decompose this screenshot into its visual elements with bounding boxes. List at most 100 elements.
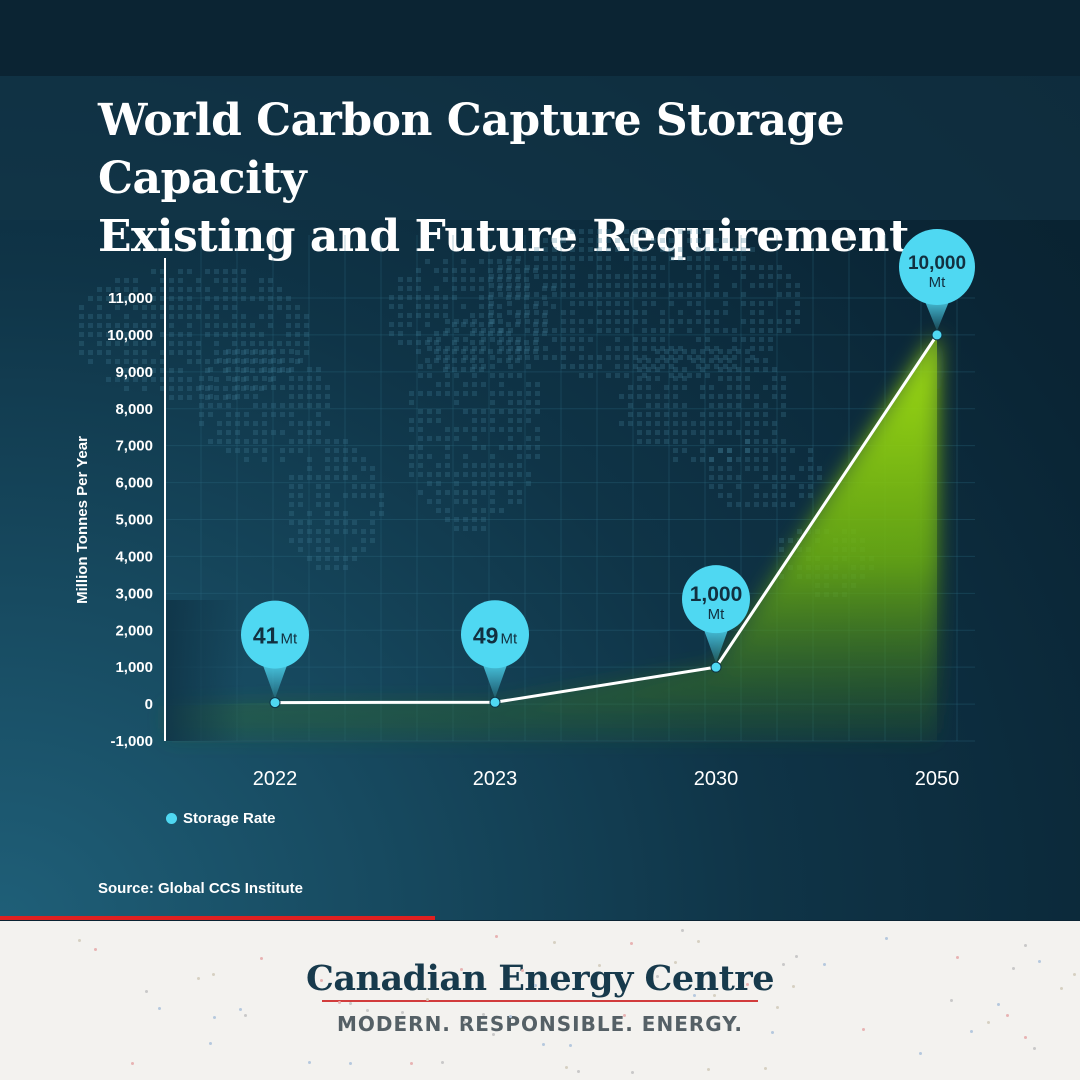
map-dot	[463, 517, 468, 522]
map-dot	[461, 286, 466, 291]
map-dot	[763, 385, 768, 390]
map-dot	[633, 256, 638, 261]
map-dot	[517, 454, 522, 459]
map-dot	[772, 493, 777, 498]
paper-speck	[656, 975, 659, 978]
map-dot	[160, 386, 165, 391]
map-dot	[786, 328, 791, 333]
map-dot	[452, 340, 457, 345]
map-dot	[526, 382, 531, 387]
map-dot	[499, 481, 504, 486]
map-dot	[651, 328, 656, 333]
map-dot	[115, 323, 120, 328]
map-dot	[489, 310, 494, 315]
map-dot	[169, 377, 174, 382]
map-dot	[461, 367, 466, 372]
map-dot	[262, 430, 267, 435]
map-dot	[754, 358, 759, 363]
map-dot	[409, 427, 414, 432]
map-dot	[781, 493, 786, 498]
map-dot	[570, 247, 575, 252]
map-dot	[515, 313, 520, 318]
map-dot	[115, 278, 120, 283]
map-dot	[295, 332, 300, 337]
map-dot	[160, 314, 165, 319]
map-dot	[259, 386, 264, 391]
map-dot	[588, 337, 593, 342]
map-dot	[409, 418, 414, 423]
map-dot	[561, 337, 566, 342]
map-dot	[515, 349, 520, 354]
map-dot	[642, 247, 647, 252]
map-dot	[205, 386, 210, 391]
map-dot	[370, 538, 375, 543]
map-dot	[736, 475, 741, 480]
map-dot	[472, 472, 477, 477]
chart-legend: Storage Rate	[166, 810, 276, 827]
map-dot	[579, 355, 584, 360]
map-dot	[561, 274, 566, 279]
map-dot	[461, 349, 466, 354]
map-dot	[705, 328, 710, 333]
map-dot	[241, 359, 246, 364]
map-dot	[298, 448, 303, 453]
map-dot	[508, 499, 513, 504]
paper-speck	[145, 990, 148, 993]
map-dot	[727, 358, 732, 363]
map-dot	[516, 337, 521, 342]
map-dot	[526, 454, 531, 459]
map-dot	[754, 394, 759, 399]
map-dot	[637, 376, 642, 381]
map-dot	[646, 430, 651, 435]
map-dot	[517, 472, 522, 477]
map-dot	[727, 448, 732, 453]
map-dot	[472, 445, 477, 450]
map-dot	[142, 359, 147, 364]
map-dot	[250, 350, 255, 355]
map-dot	[472, 499, 477, 504]
map-dot	[418, 391, 423, 396]
map-dot	[588, 229, 593, 234]
map-dot	[542, 313, 547, 318]
map-dot	[436, 409, 441, 414]
map-dot	[552, 274, 557, 279]
map-dot	[655, 349, 660, 354]
map-dot	[124, 278, 129, 283]
map-dot	[214, 332, 219, 337]
map-dot	[262, 358, 267, 363]
map-dot	[525, 292, 530, 297]
map-dot	[295, 305, 300, 310]
map-dot	[133, 287, 138, 292]
map-dot	[334, 448, 339, 453]
map-dot	[389, 331, 394, 336]
map-dot	[705, 247, 710, 252]
map-dot	[325, 538, 330, 543]
paper-speck	[308, 1061, 311, 1064]
paper-speck	[260, 957, 263, 960]
map-dot	[741, 274, 746, 279]
map-dot	[409, 463, 414, 468]
map-dot	[443, 304, 448, 309]
map-dot	[515, 340, 520, 345]
map-dot	[409, 445, 414, 450]
map-dot	[352, 529, 357, 534]
map-dot	[597, 265, 602, 270]
map-dot	[718, 412, 723, 417]
map-dot	[673, 448, 678, 453]
map-dot	[334, 466, 339, 471]
map-dot	[389, 304, 394, 309]
map-dot	[97, 296, 102, 301]
map-dot	[454, 337, 459, 342]
map-dot	[187, 305, 192, 310]
map-dot	[606, 328, 611, 333]
map-dot	[682, 448, 687, 453]
map-dot	[795, 310, 800, 315]
paper-speck	[792, 985, 795, 988]
map-dot	[786, 310, 791, 315]
map-dot	[205, 269, 210, 274]
map-dot	[498, 319, 503, 324]
map-dot	[781, 412, 786, 417]
map-dot	[241, 386, 246, 391]
map-dot	[407, 313, 412, 318]
map-dot	[499, 472, 504, 477]
